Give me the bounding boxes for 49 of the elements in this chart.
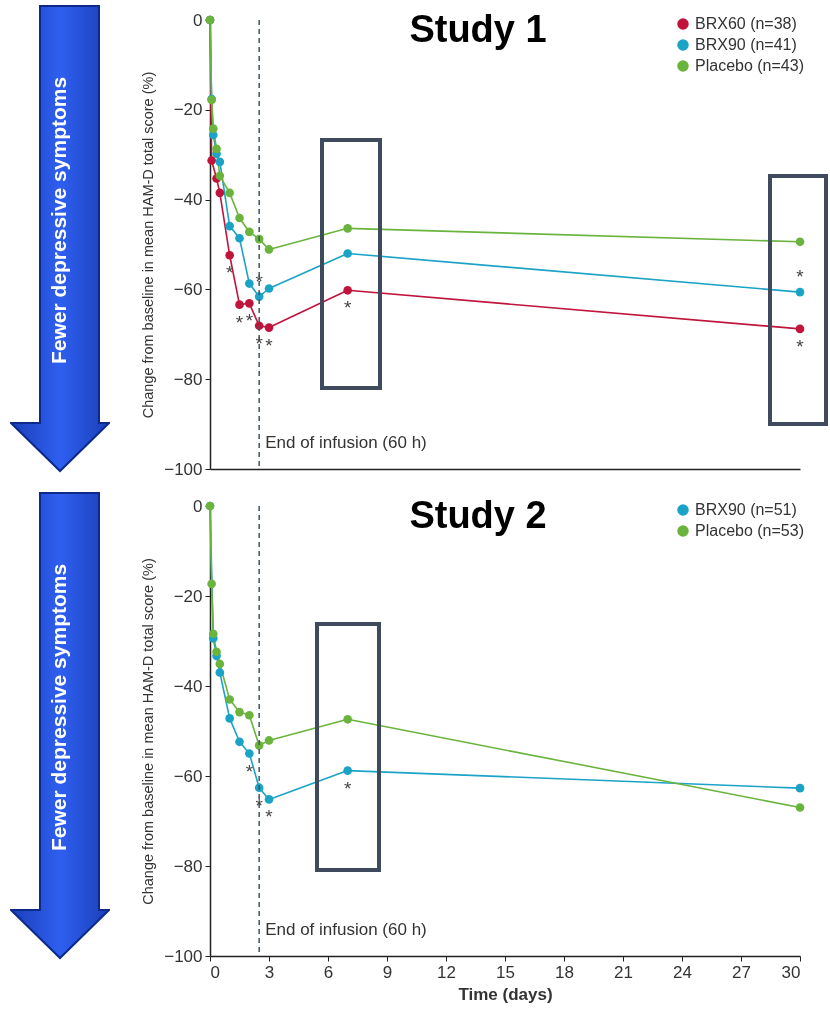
annotation: * [245,760,254,782]
chart-title: Study 2 [409,494,547,536]
y-tick-label: −60 [173,279,203,299]
y-tick-label: −80 [173,856,203,876]
annotation: * [255,270,264,292]
y-tick-label: −60 [173,766,203,786]
y-tick-label: 0 [193,496,203,516]
x-tick-label: 24 [673,962,692,982]
x-tick-label: 9 [382,962,393,982]
x-tick-label: 30 [781,962,801,982]
ref-line-label: End of infusion (60 h) [265,433,427,452]
y-tick-label: −40 [173,676,203,696]
legend-label: Placebo (n=53) [695,522,804,539]
y-tick-label: −40 [173,190,203,210]
annotation: * [265,806,274,828]
legend-label: BRX60 (n=38) [695,15,797,32]
legend-label: BRX90 (n=51) [695,501,797,518]
x-tick-label: 15 [496,962,515,982]
legend-label: Placebo (n=43) [695,57,804,74]
annotation: * [235,311,244,333]
annotation: * [343,777,352,799]
annotation: * [796,266,805,288]
chart-title: Study 1 [409,8,547,50]
x-tick-label: 27 [732,962,751,982]
x-tick-label: 6 [323,962,334,982]
annotation: * [265,334,274,356]
x-axis-title: Time (days) [458,984,553,1004]
text: Fewer depressive symptoms [47,562,71,853]
annotation: * [796,335,805,357]
annotation: * [245,310,254,332]
annotation: * [255,794,264,816]
x-tick-label: 3 [264,962,275,982]
y-axis-title: Change from baseline in mean HAM-D total score (%) [140,558,157,905]
y-tick-label: −20 [173,586,203,606]
text: Fewer depressive symptoms [47,75,71,366]
y-tick-label: −80 [173,369,203,389]
x-tick-label: 0 [210,962,220,982]
x-tick-label: 12 [437,962,456,982]
legend-label: BRX90 (n=41) [695,36,797,53]
y-tick-label: −100 [164,946,203,966]
annotation: * [343,297,352,319]
x-tick-label: 18 [555,962,574,982]
x-tick-label: 21 [614,962,633,982]
y-tick-label: −20 [173,100,203,120]
y-tick-label: 0 [193,10,203,30]
y-axis-title: Change from baseline in mean HAM-D total score (%) [140,71,157,419]
y-tick-label: −100 [164,459,203,479]
annotation: * [255,332,264,354]
ref-line-label: End of infusion (60 h) [265,920,427,939]
